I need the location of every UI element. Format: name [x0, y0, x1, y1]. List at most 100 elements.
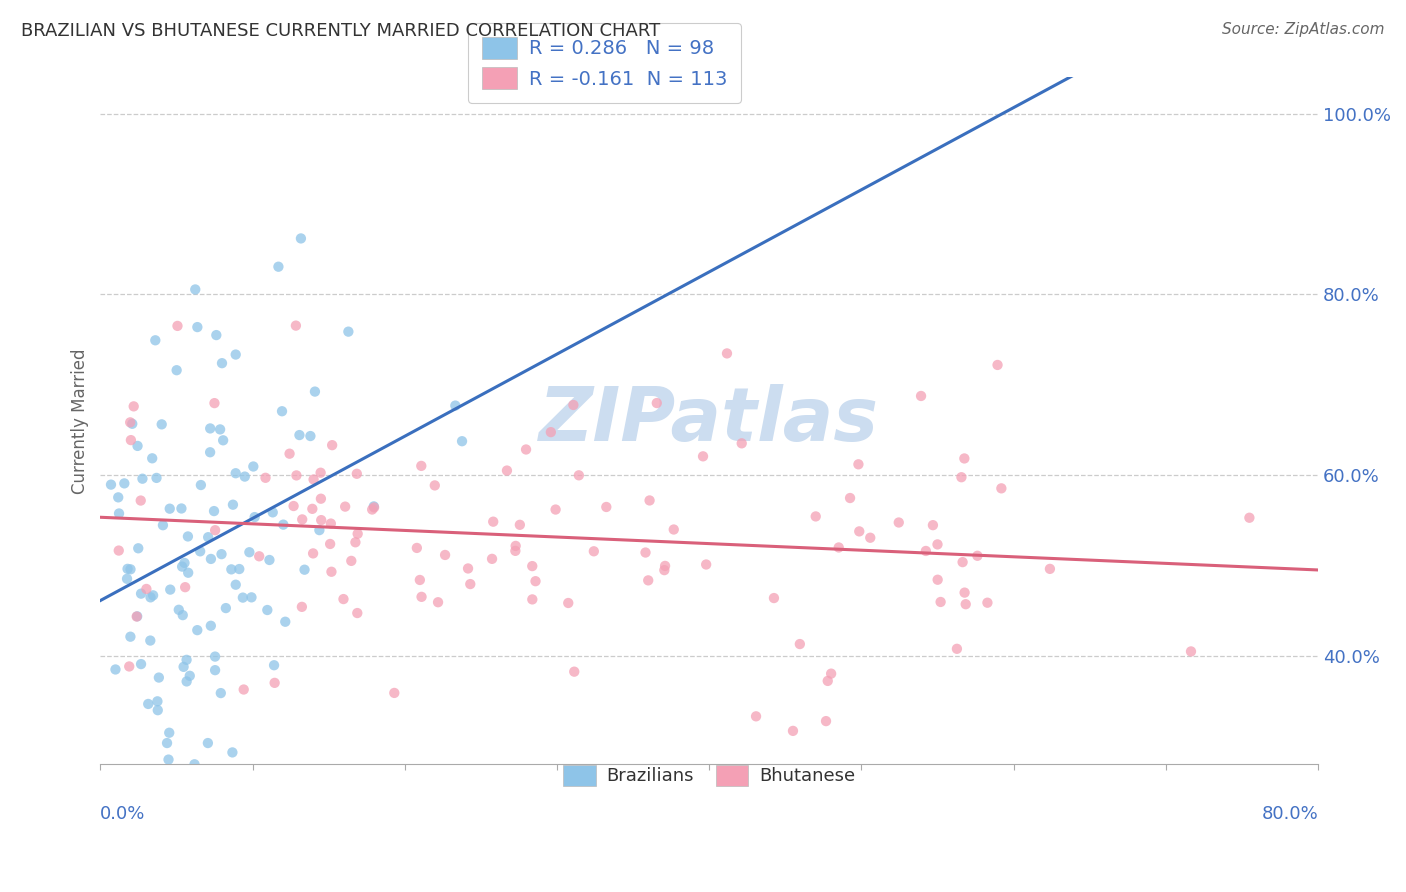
Point [166, 318, 188, 333]
Point [263, 658, 285, 673]
Point [283, 499, 305, 513]
Point [240, 591, 263, 605]
Point [204, 396, 226, 410]
Point [319, 516, 342, 531]
Point [104, 663, 127, 677]
Point [405, 541, 427, 555]
Point [645, 396, 668, 410]
Point [225, 578, 247, 592]
Point [782, 723, 804, 738]
Point [695, 558, 717, 572]
Point [346, 526, 368, 541]
Point [209, 422, 232, 436]
Point [716, 346, 738, 360]
Point [515, 442, 537, 457]
Point [145, 471, 167, 485]
Point [927, 537, 949, 551]
Point [950, 470, 973, 484]
Point [411, 458, 433, 473]
Point [262, 505, 284, 519]
Point [170, 501, 193, 516]
Point [267, 260, 290, 274]
Point [172, 608, 194, 623]
Point [423, 478, 446, 492]
Point [120, 562, 142, 576]
Point [146, 694, 169, 708]
Point [482, 515, 505, 529]
Point [302, 473, 325, 487]
Point [291, 512, 314, 526]
Point [225, 347, 247, 361]
Point [179, 669, 201, 683]
Point [273, 517, 295, 532]
Point [112, 476, 135, 491]
Point [188, 544, 211, 558]
Point [228, 562, 250, 576]
Point [183, 757, 205, 772]
Point [247, 549, 270, 564]
Point [209, 686, 232, 700]
Point [509, 517, 531, 532]
Point [100, 477, 122, 491]
Point [301, 501, 323, 516]
Point [156, 736, 179, 750]
Point [143, 333, 166, 347]
Point [200, 421, 222, 435]
Point [562, 398, 585, 412]
Point [221, 746, 243, 760]
Point [976, 596, 998, 610]
Point [346, 606, 368, 620]
Point [136, 697, 159, 711]
Point [176, 653, 198, 667]
Point [232, 682, 254, 697]
Point [186, 623, 208, 637]
Point [274, 615, 297, 629]
Point [321, 565, 343, 579]
Point [638, 493, 661, 508]
Point [481, 552, 503, 566]
Point [135, 582, 157, 596]
Point [340, 554, 363, 568]
Point [299, 429, 322, 443]
Point [243, 510, 266, 524]
Point [233, 469, 256, 483]
Point [990, 481, 1012, 495]
Point [232, 591, 254, 605]
Point [654, 558, 676, 573]
Point [148, 671, 170, 685]
Point [828, 541, 851, 555]
Point [333, 500, 356, 514]
Point [221, 562, 243, 576]
Point [848, 458, 870, 472]
Point [382, 686, 405, 700]
Point [146, 703, 169, 717]
Point [159, 501, 181, 516]
Point [197, 530, 219, 544]
Text: 0.0%: 0.0% [100, 805, 146, 823]
Point [211, 356, 233, 370]
Point [139, 591, 162, 605]
Point [820, 666, 842, 681]
Point [108, 507, 131, 521]
Point [242, 459, 264, 474]
Point [595, 500, 617, 514]
Point [1039, 562, 1062, 576]
Point [457, 561, 479, 575]
Point [256, 603, 278, 617]
Point [910, 389, 932, 403]
Point [173, 556, 195, 570]
Point [107, 491, 129, 505]
Point [159, 582, 181, 597]
Point [309, 513, 332, 527]
Point [361, 502, 384, 516]
Point [346, 467, 368, 481]
Point [263, 676, 285, 690]
Point [321, 438, 343, 452]
Point [284, 318, 307, 333]
Point [215, 601, 238, 615]
Point [173, 660, 195, 674]
Point [197, 736, 219, 750]
Point [294, 563, 316, 577]
Point [915, 544, 938, 558]
Point [129, 657, 152, 671]
